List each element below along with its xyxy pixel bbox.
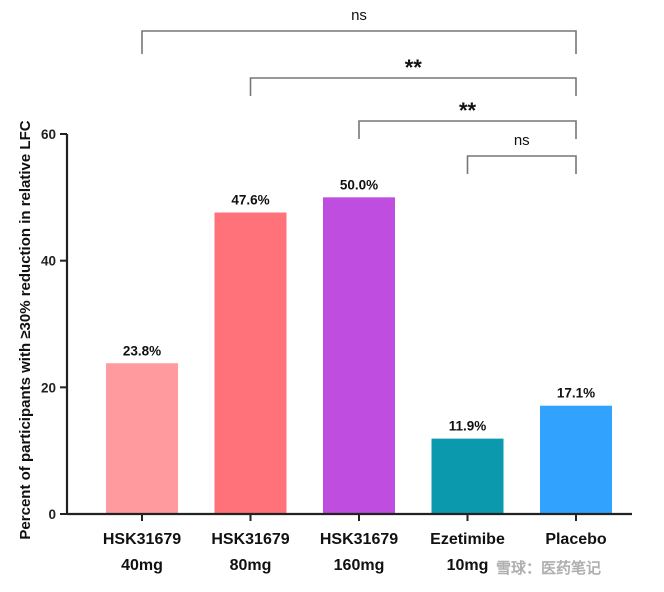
watermark-text: 雪球：医药笔记: [496, 559, 601, 577]
y-tick-label: 0: [48, 507, 56, 522]
axes: 0 20 40 60 HSK31679 40mg HSK31679 80mg HSK31679 1…: [41, 127, 632, 574]
comparison-bracket: [249, 77, 577, 96]
significance-label: **: [405, 55, 423, 80]
watermark: 雪球：医药笔记: [496, 559, 601, 577]
significance-label: ns: [351, 7, 367, 24]
significance-label: ns: [514, 132, 530, 149]
x-tick-label-line1: Placebo: [545, 531, 607, 548]
x-tick-label-line1: Ezetimibe: [430, 531, 505, 548]
x-tick-label-line1: HSK31679: [211, 531, 289, 548]
y-tick-label: 40: [41, 254, 56, 269]
x-tick-label-line1: HSK31679: [320, 531, 398, 548]
bar-value-label: 17.1%: [557, 386, 595, 401]
x-tick-label-line2: 80mg: [230, 557, 272, 574]
bar-value-label: 50.0%: [340, 177, 378, 192]
y-tick-label: 20: [41, 380, 56, 395]
y-axis-title: Percent of participants with ≥30% reduct…: [17, 120, 34, 539]
x-tick-label-line2: 10mg: [447, 557, 489, 574]
bars: 23.8% 47.6% 50.0% 11.9% 17.1%: [106, 177, 612, 515]
x-tick-label-line1: HSK31679: [103, 531, 181, 548]
y-axis-title-group: Percent of participants with ≥30% reduct…: [17, 120, 34, 539]
comparison-brackets: ns ** ** ns: [141, 7, 577, 174]
y-tick-label: 60: [41, 127, 56, 142]
comparison-bracket: [466, 155, 577, 174]
bar-value-label: 23.8%: [123, 343, 161, 358]
significance-label: **: [459, 98, 477, 123]
bar-2: [214, 212, 287, 515]
bar-5: [540, 405, 612, 514]
bar-3: [323, 197, 395, 515]
bar-value-label: 47.6%: [231, 193, 269, 208]
bar-1: [106, 363, 178, 514]
bar-value-label: 11.9%: [449, 419, 487, 434]
comparison-bracket: [141, 30, 577, 54]
bar-4: [431, 438, 504, 514]
x-tick-label-line2: 40mg: [121, 557, 163, 574]
comparison-bracket: [358, 120, 577, 139]
x-tick-label-line2: 160mg: [334, 557, 385, 574]
